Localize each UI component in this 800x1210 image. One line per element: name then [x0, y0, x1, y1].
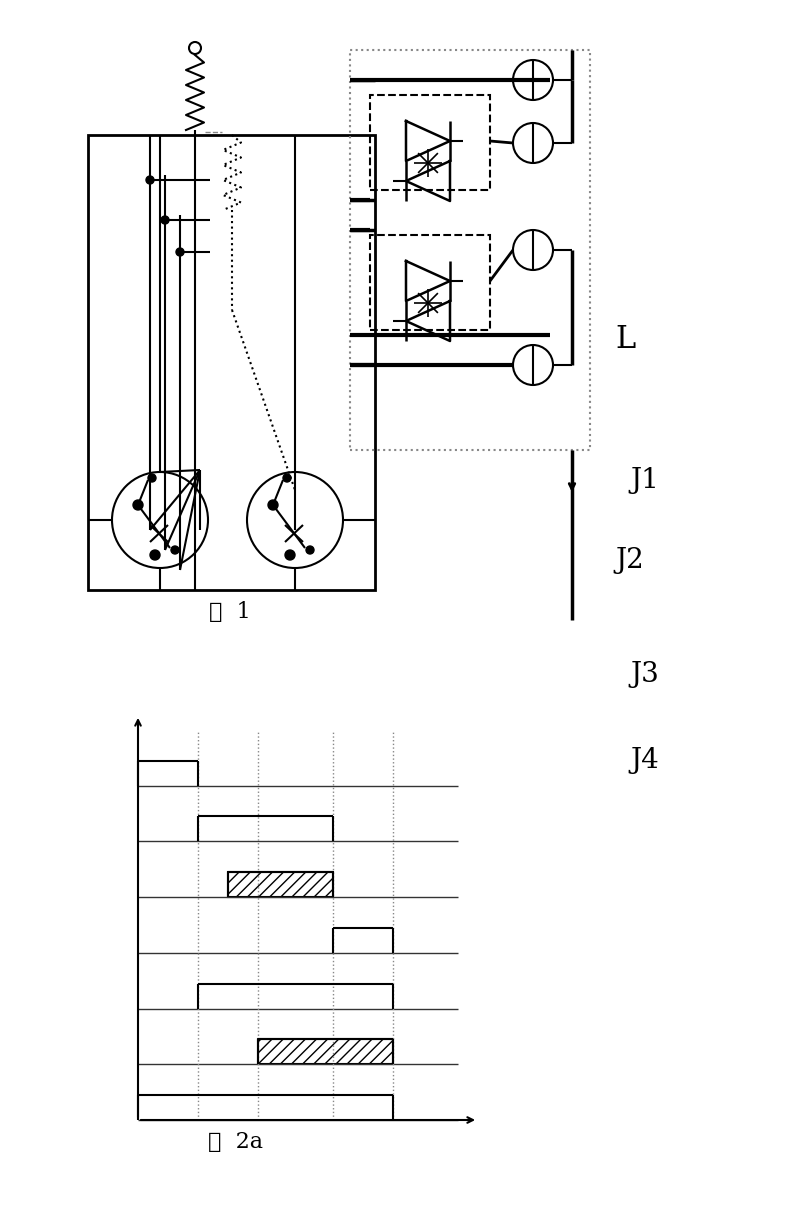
Bar	[350, 50, 590, 450]
Circle shape	[268, 500, 278, 509]
Text: J3: J3	[630, 662, 658, 688]
Bar	[370, 96, 490, 190]
Text: 图  1: 图 1	[209, 601, 251, 623]
Text: J4: J4	[630, 747, 658, 773]
Text: 图  2a: 图 2a	[207, 1131, 262, 1153]
Circle shape	[283, 474, 291, 482]
Circle shape	[161, 217, 169, 224]
Circle shape	[133, 500, 143, 509]
Circle shape	[148, 474, 156, 482]
Circle shape	[171, 546, 179, 554]
Circle shape	[306, 546, 314, 554]
Bar	[370, 235, 490, 330]
Circle shape	[176, 248, 184, 257]
Text: J1: J1	[630, 467, 659, 494]
Circle shape	[285, 551, 295, 560]
Circle shape	[150, 551, 160, 560]
Text: J2: J2	[615, 547, 644, 574]
Bar	[88, 136, 375, 590]
Bar	[228, 872, 333, 897]
Text: L: L	[615, 324, 635, 356]
Bar	[258, 1039, 393, 1065]
Circle shape	[146, 175, 154, 184]
